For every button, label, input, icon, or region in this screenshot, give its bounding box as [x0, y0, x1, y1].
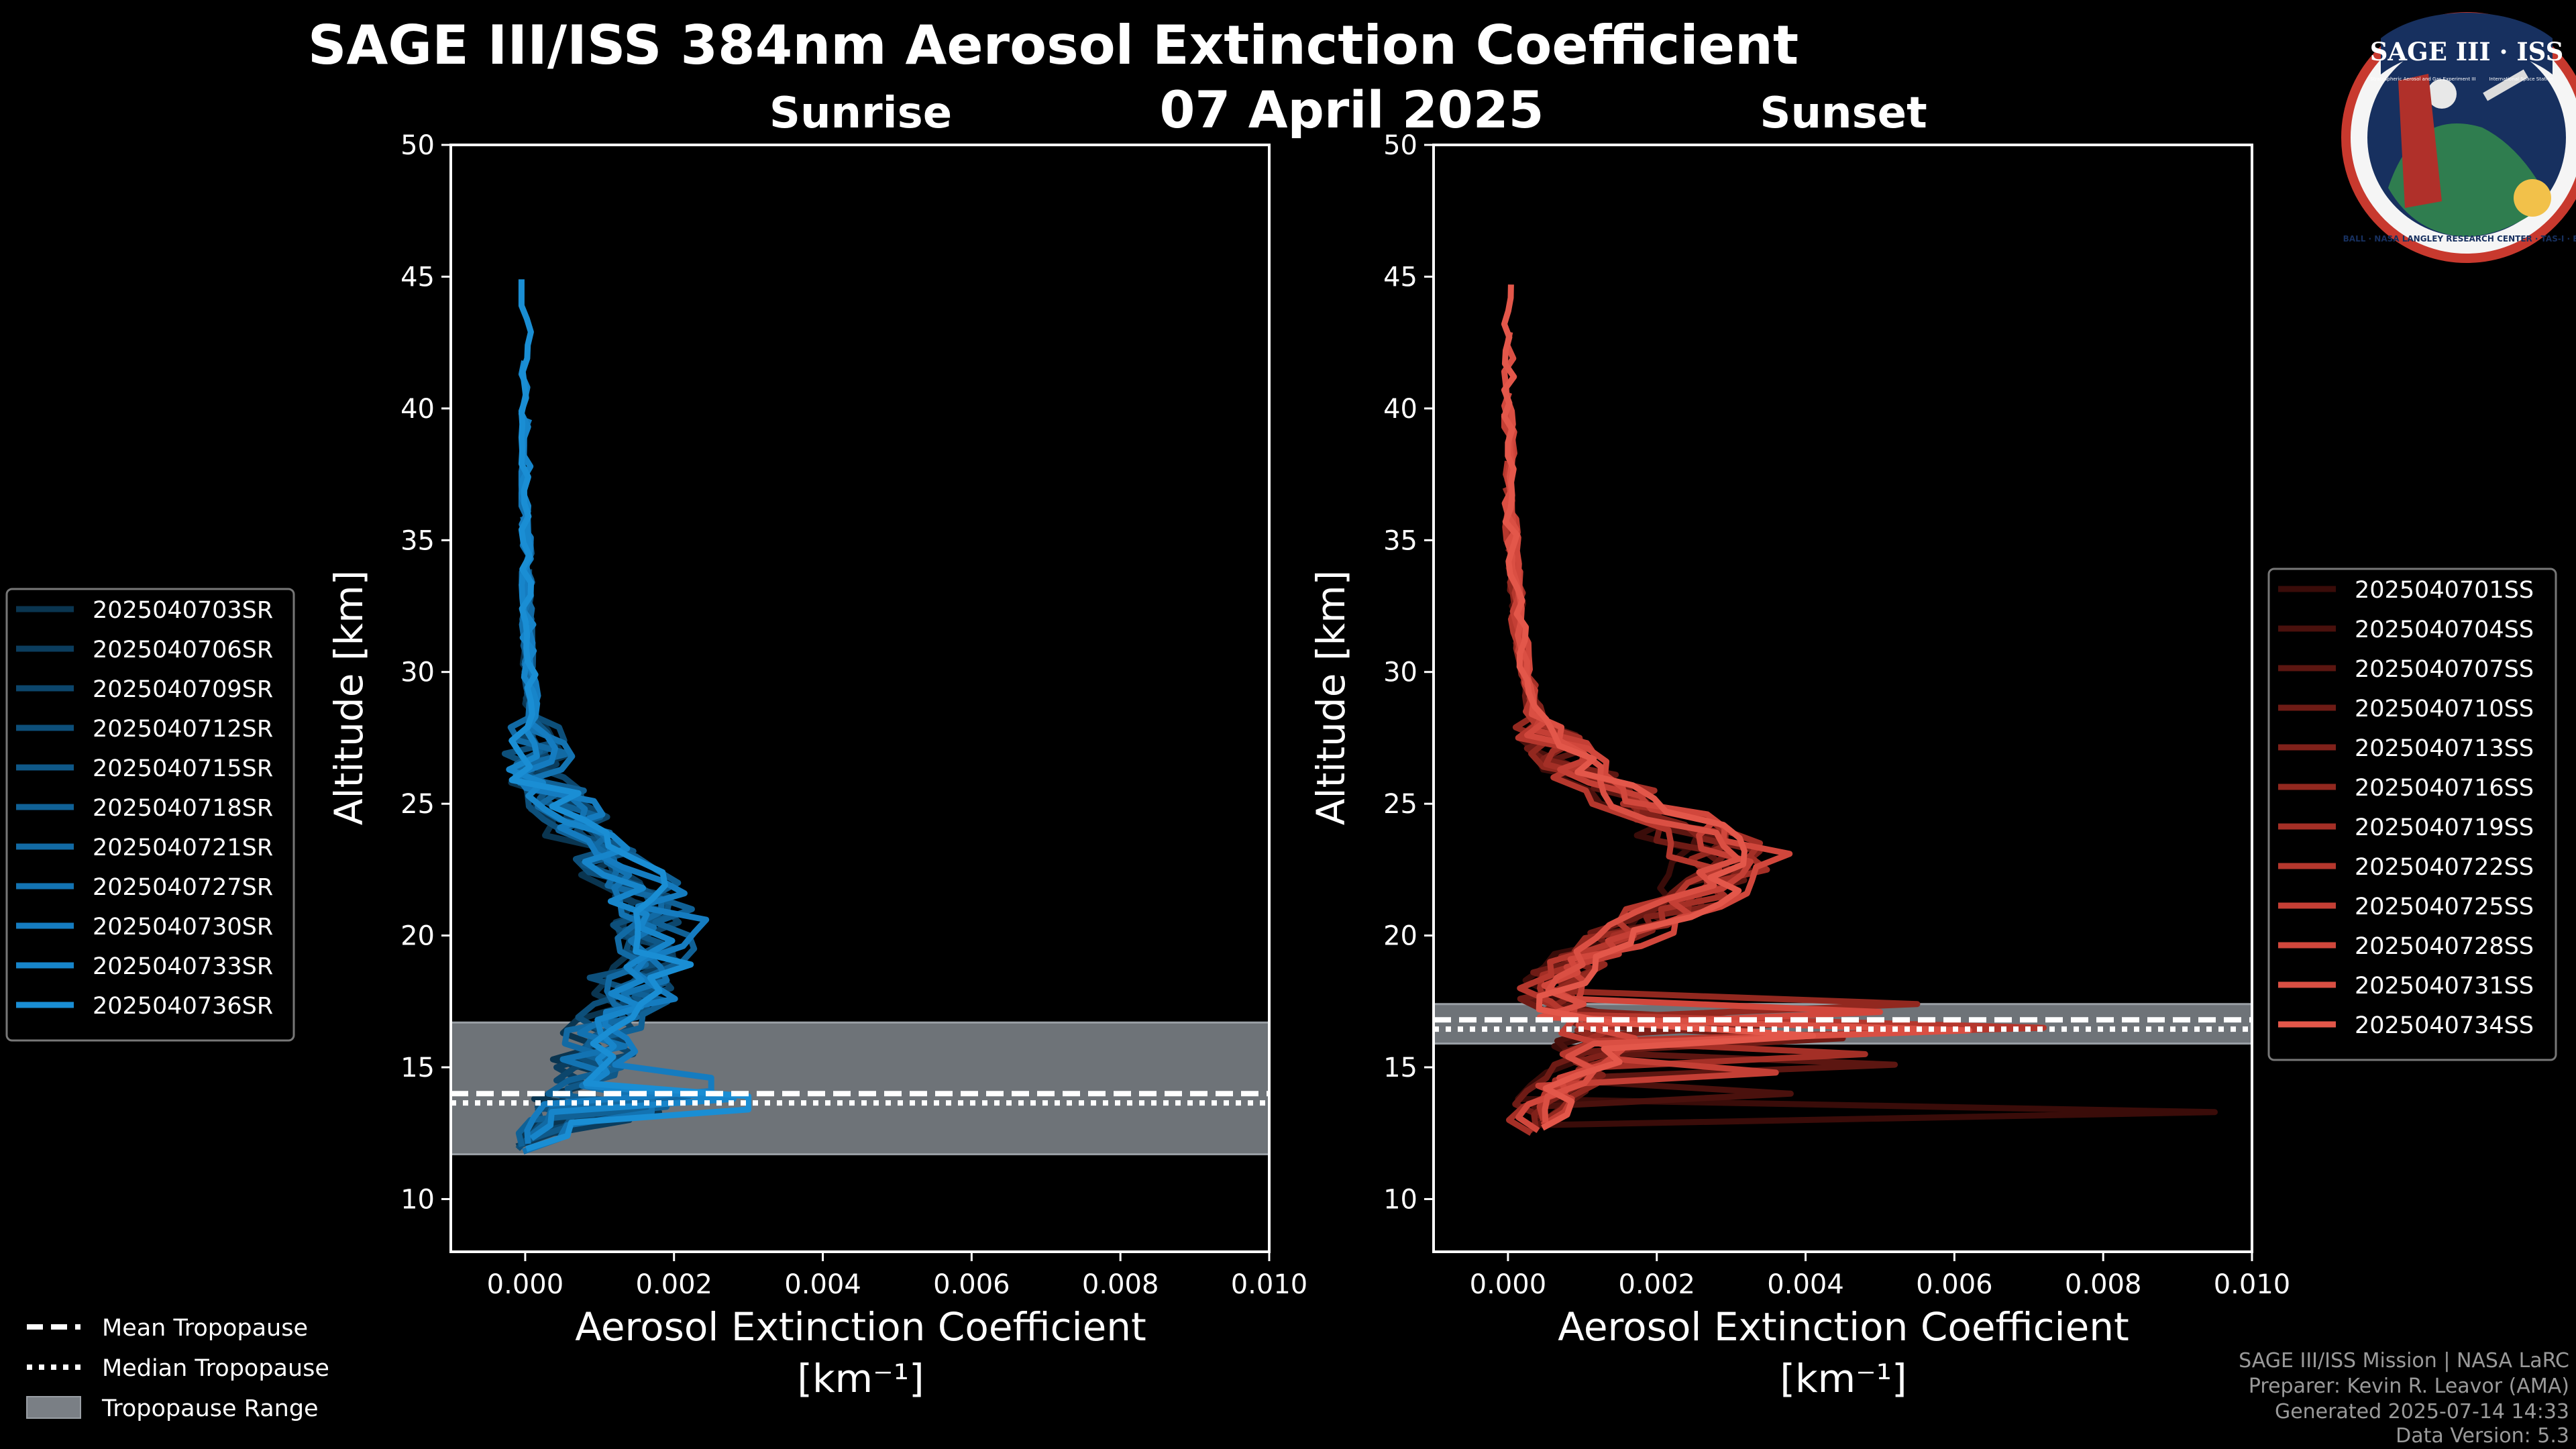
sunrise-xtick-label: 0.006	[933, 1269, 1010, 1300]
sunrise-legend-entry: 2025040712SR	[93, 716, 273, 743]
sunrise-axes-frame	[449, 144, 1271, 1253]
legend-mean-label: Mean Tropopause	[102, 1315, 308, 1342]
sunset-legend-entry: 2025040707SS	[2355, 656, 2534, 683]
sunset-ytick-label: 20	[1383, 921, 1417, 952]
sunset-ytick-label: 35	[1383, 525, 1417, 556]
sunrise-ytick-label: 30	[400, 657, 435, 688]
sunset-ytick-label: 15	[1383, 1053, 1417, 1083]
sunrise-chart: 0.000 0.002 0.004 0.006 0.008 0.010 10 15 20 25 30…	[400, 130, 1307, 1300]
sunrise-ytick-label: 45	[400, 262, 435, 292]
logo-moon-icon	[2427, 79, 2457, 109]
sunset-legend-entry: 2025040719SS	[2355, 814, 2534, 841]
sunset-y-axis-label: Altitude [km]	[1308, 570, 1354, 825]
sunrise-xtick-label: 0.000	[487, 1269, 564, 1300]
sunrise-legend-entry: 2025040730SR	[93, 914, 273, 941]
logo-figure-robe	[2398, 74, 2442, 208]
legend-range-label: Tropopause Range	[101, 1395, 319, 1422]
sunset-xtick-label: 0.010	[2214, 1269, 2291, 1300]
sunset-ytick-label: 45	[1383, 262, 1417, 292]
sunrise-y-axis-label: Altitude [km]	[326, 570, 372, 825]
sunrise-legend-entry: 2025040718SR	[93, 795, 273, 822]
legend-range-swatch	[26, 1396, 81, 1419]
logo-station-icon	[2483, 69, 2528, 101]
sunset-legend-entry: 2025040728SS	[2355, 933, 2534, 960]
sunset-axes-frame	[1432, 144, 2253, 1253]
figure-title: SAGE III/ISS 384nm Aerosol Extinction Co…	[308, 14, 1799, 76]
sunset-legend-entry: 2025040731SS	[2355, 973, 2534, 1000]
sunrise-xtick-label: 0.010	[1231, 1269, 1308, 1300]
sunset-xtick-label: 0.004	[1767, 1269, 1844, 1300]
sunset-ytick-label: 40	[1383, 394, 1417, 425]
sunset-x-axis-label: Aerosol Extinction Coefficient	[1558, 1304, 2129, 1350]
sunset-legend-entry: 2025040701SS	[2355, 577, 2534, 604]
sunrise-ytick-label: 40	[400, 394, 435, 425]
figure-date: 07 April 2025	[1159, 80, 1544, 140]
tropopause-legend: Mean Tropopause Median Tropopause Tropop…	[26, 1315, 329, 1422]
sunrise-ytick-label: 15	[400, 1053, 435, 1083]
sage-iii-iss-logo: SAGE III · ISS Stratospheric Aerosol and…	[2341, 12, 2576, 263]
sunrise-legend: 2025040703SR 2025040706SR 2025040709SR 2025…	[5, 588, 295, 1042]
sunset-profile-2025040734SS	[1501, 284, 1817, 1131]
sunrise-legend-entry: 2025040703SR	[93, 597, 273, 624]
logo-sun-icon	[2514, 179, 2551, 217]
sunrise-x-axis-unit: [km⁻¹]	[797, 1356, 924, 1401]
sunrise-xtick-label: 0.008	[1082, 1269, 1159, 1300]
logo-title: SAGE III · ISS	[2370, 37, 2564, 66]
sunset-legend-entry: 2025040722SS	[2355, 854, 2534, 881]
footer-mission: SAGE III/ISS Mission | NASA LaRC	[2239, 1349, 2569, 1373]
sunset-ytick-label: 30	[1383, 657, 1417, 688]
sunrise-ytick-label: 10	[400, 1184, 435, 1215]
sunrise-legend-entry: 2025040721SR	[93, 835, 273, 861]
sunrise-ytick-label: 35	[400, 525, 435, 556]
sunset-xtick-label: 0.008	[2065, 1269, 2142, 1300]
sunrise-legend-entry: 2025040715SR	[93, 755, 273, 782]
sunset-legend-box	[2267, 568, 2557, 1061]
sunrise-xtick-label: 0.002	[635, 1269, 712, 1300]
sunrise-profile-lines	[501, 279, 752, 1155]
sunset-xtick-label: 0.000	[1470, 1269, 1547, 1300]
sunrise-xtick-label: 0.004	[784, 1269, 861, 1300]
sunrise-x-axis-label: Aerosol Extinction Coefficient	[575, 1304, 1146, 1350]
sunrise-legend-entry: 2025040709SR	[93, 676, 273, 703]
sunset-chart: 0.000 0.002 0.004 0.006 0.008 0.010 10 15 20 25 30…	[1383, 130, 2290, 1300]
logo-ring-text: BALL · NASA LANGLEY RESEARCH CENTER · TA…	[2343, 234, 2576, 244]
footer-preparer: Preparer: Kevin R. Leavor (AMA)	[2249, 1375, 2569, 1398]
sunrise-legend-entry: 2025040733SR	[93, 953, 273, 980]
sunset-xtick-label: 0.006	[1916, 1269, 1993, 1300]
sunset-legend: 2025040701SS 2025040704SS 2025040707SS 2025…	[2267, 568, 2557, 1061]
logo-subtitle-left: Stratospheric Aerosol and Gas Experiment…	[2370, 76, 2475, 82]
logo-title-band	[2381, 12, 2553, 74]
sunset-profile-2025040728SS	[1501, 391, 1883, 1134]
sunrise-legend-box	[5, 588, 295, 1042]
sunset-legend-entry: 2025040734SS	[2355, 1012, 2534, 1039]
sunset-legend-entry: 2025040704SS	[2355, 616, 2534, 643]
sunset-xtick-label: 0.002	[1618, 1269, 1695, 1300]
sunrise-panel-title: Sunrise	[769, 89, 952, 138]
sunset-ytick-label: 25	[1383, 789, 1417, 820]
sunrise-ytick-label: 50	[400, 130, 435, 161]
sunset-x-axis-unit: [km⁻¹]	[1780, 1356, 1907, 1401]
sunset-legend-entry: 2025040716SS	[2355, 775, 2534, 802]
legend-median-label: Median Tropopause	[102, 1355, 329, 1382]
sunrise-ytick-label: 20	[400, 921, 435, 952]
footer-data-version: Data Version: 5.3	[2396, 1424, 2569, 1448]
sunset-legend-entry: 2025040713SS	[2355, 735, 2534, 762]
sunset-legend-entry: 2025040725SS	[2355, 894, 2534, 920]
sunrise-legend-entry: 2025040736SR	[93, 993, 273, 1020]
sunrise-legend-entry: 2025040727SR	[93, 874, 273, 901]
footer-generated: Generated 2025-07-14 14:33	[2275, 1400, 2569, 1424]
logo-subtitle-right: International Space Station	[2489, 76, 2553, 82]
sunset-panel-title: Sunset	[1760, 89, 1927, 138]
sunset-ytick-label: 10	[1383, 1184, 1417, 1215]
sunrise-legend-entry: 2025040706SR	[93, 637, 273, 663]
sunset-legend-entry: 2025040710SS	[2355, 696, 2534, 722]
sunrise-profile-2025040736SR	[508, 279, 752, 1152]
sunrise-ytick-label: 25	[400, 789, 435, 820]
sunset-ytick-label: 50	[1383, 130, 1417, 161]
